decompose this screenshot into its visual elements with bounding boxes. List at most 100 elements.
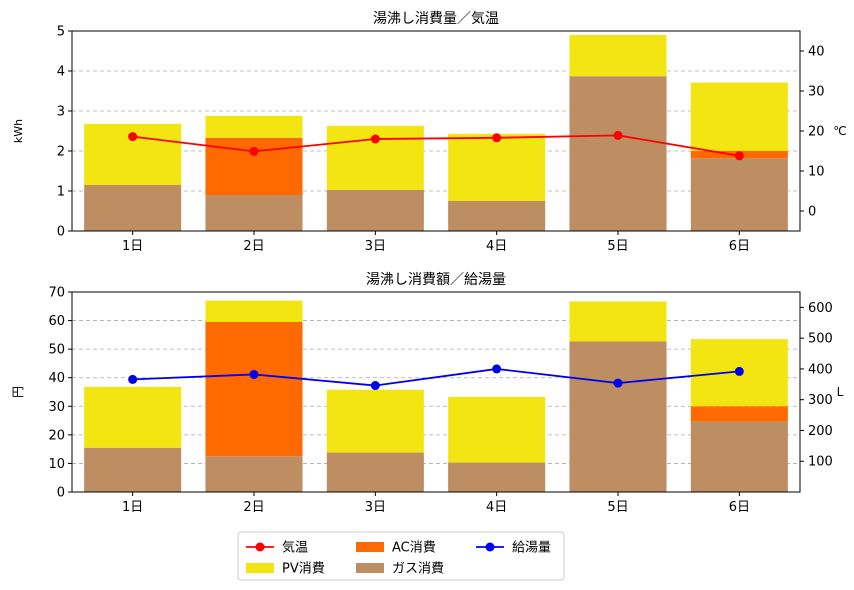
bar-segment bbox=[205, 456, 303, 492]
bar-segment bbox=[205, 115, 303, 138]
bar-segment bbox=[569, 301, 667, 342]
bottom-chart-frame bbox=[71, 291, 801, 493]
y-tick-label: 1 bbox=[57, 185, 65, 200]
bar-segment bbox=[326, 452, 424, 492]
top-chart-right-axis: 0 10 20 30 40 bbox=[800, 45, 825, 220]
x-tick-label: 1日 bbox=[122, 500, 143, 515]
bar-segment bbox=[326, 189, 424, 231]
bar-segment bbox=[690, 421, 788, 492]
y-tick-label: 10 bbox=[48, 457, 65, 472]
y2-tick-label: 300 bbox=[808, 393, 833, 408]
y2-tick-label: 200 bbox=[808, 424, 833, 439]
series-point bbox=[734, 366, 744, 376]
y-tick-label: 5 bbox=[57, 25, 65, 40]
x-tick-label: 6日 bbox=[729, 239, 750, 254]
legend-label: ガス消費 bbox=[392, 562, 444, 577]
y2-tick-label: 30 bbox=[808, 85, 825, 100]
bottom-chart-right-axis: 100 200 300 400 500 600 bbox=[800, 301, 833, 470]
y2-tick-label: 600 bbox=[808, 301, 833, 316]
y-tick-label: 0 bbox=[57, 486, 65, 501]
x-tick-label: 2日 bbox=[243, 500, 264, 515]
y2-tick-label: 100 bbox=[808, 455, 833, 470]
bar-segment bbox=[84, 447, 182, 492]
series-point bbox=[128, 374, 138, 384]
legend-entry: ガス消費 bbox=[356, 562, 444, 577]
legend-marker bbox=[485, 542, 495, 552]
x-tick-label: 3日 bbox=[365, 500, 386, 515]
bar-segment bbox=[448, 201, 546, 231]
x-tick-label: 2日 bbox=[243, 239, 264, 254]
bottom-chart-hot-water-line bbox=[128, 364, 744, 391]
legend-label: 気温 bbox=[282, 540, 308, 556]
legend-patch-swatch bbox=[356, 542, 384, 552]
series-point bbox=[249, 369, 259, 379]
y-tick-label: 60 bbox=[48, 314, 65, 329]
series-line bbox=[132, 134, 740, 157]
series-point bbox=[128, 132, 138, 142]
legend-patch-swatch bbox=[356, 563, 384, 573]
legend-label: 給湯量 bbox=[512, 541, 551, 556]
x-tick-label: 5日 bbox=[607, 500, 628, 515]
series-point bbox=[492, 364, 502, 374]
series-point bbox=[370, 381, 380, 391]
y-tick-label: 30 bbox=[48, 400, 65, 415]
y-tick-label: 2 bbox=[57, 145, 65, 160]
top-chart-title: 湯沸し消費量／気温 bbox=[373, 10, 499, 27]
y2-tick-label: 400 bbox=[808, 362, 833, 377]
top-chart-grid bbox=[72, 70, 800, 192]
y2-tick-label: 40 bbox=[808, 45, 825, 60]
y2-tick-label: 10 bbox=[808, 165, 825, 180]
y-tick-label: 0 bbox=[57, 225, 65, 240]
y-tick-label: 3 bbox=[57, 105, 65, 120]
series-point bbox=[249, 146, 259, 156]
bar-segment bbox=[690, 82, 788, 151]
legend-entry: 気温 bbox=[246, 540, 308, 556]
y-tick-label: 40 bbox=[48, 371, 65, 386]
x-tick-label: 5日 bbox=[607, 239, 628, 254]
y2-tick-label: 0 bbox=[808, 205, 816, 220]
bar-segment bbox=[569, 35, 667, 77]
series-point bbox=[613, 130, 623, 140]
y-tick-label: 4 bbox=[57, 65, 65, 80]
y-tick-label: 20 bbox=[48, 428, 65, 443]
legend-entry: 給湯量 bbox=[476, 541, 551, 556]
legend-entry: AC消費 bbox=[356, 541, 436, 556]
x-tick-label: 4日 bbox=[486, 239, 507, 254]
legend-label: PV消費 bbox=[282, 562, 325, 577]
bar-segment bbox=[690, 158, 788, 231]
y2-tick-label: 20 bbox=[808, 125, 825, 140]
series-point bbox=[613, 378, 623, 388]
bar-segment bbox=[448, 396, 546, 463]
top-chart-x-axis: 1日 2日 3日 4日 5日 6日 bbox=[122, 231, 750, 254]
bar-segment bbox=[448, 133, 546, 201]
top-chart-temperature-line bbox=[128, 130, 744, 161]
bottom-chart-title: 湯沸し消費額／給湯量 bbox=[366, 271, 506, 288]
bottom-chart-y-axis-label: 円 bbox=[11, 386, 25, 398]
legend-box bbox=[237, 531, 565, 581]
bar-segment bbox=[205, 322, 303, 457]
legend-patch-swatch bbox=[246, 563, 274, 573]
bar-segment bbox=[690, 406, 788, 422]
top-chart-bars bbox=[84, 35, 788, 231]
bar-segment bbox=[84, 185, 182, 231]
x-tick-label: 4日 bbox=[486, 500, 507, 515]
y2-tick-label: 500 bbox=[808, 332, 833, 347]
bar-segment bbox=[569, 341, 667, 492]
bottom-chart-x-axis: 1日 2日 3日 4日 5日 6日 bbox=[122, 492, 750, 515]
bottom-chart: 0 10 20 30 40 50 60 70 100 200 300 400 500 600 1日 2日 3… bbox=[11, 271, 844, 515]
x-tick-label: 3日 bbox=[365, 239, 386, 254]
y-tick-label: 50 bbox=[48, 343, 65, 358]
top-chart-y2-axis-label: ℃ bbox=[833, 124, 846, 138]
series-point bbox=[370, 134, 380, 144]
x-tick-label: 6日 bbox=[729, 500, 750, 515]
bar-segment bbox=[84, 386, 182, 448]
bottom-chart-y2-axis-label: L bbox=[837, 385, 844, 399]
bar-segment bbox=[326, 389, 424, 453]
top-chart-left-axis: 0 1 2 3 4 5 bbox=[57, 25, 72, 240]
bar-segment bbox=[205, 195, 303, 231]
series-point bbox=[492, 133, 502, 143]
legend-label: AC消費 bbox=[392, 541, 436, 556]
